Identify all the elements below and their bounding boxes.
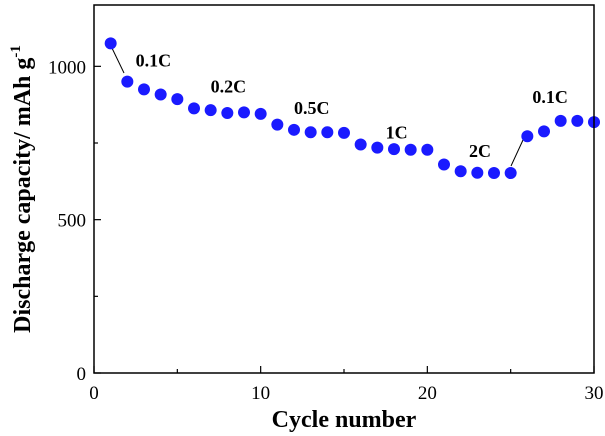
data-point [321,126,334,139]
rate-label: 0.1C [136,50,172,70]
data-point [554,114,567,127]
leader-line-0.1c [110,45,125,74]
x-tick-label-30: 30 [585,383,604,404]
data-point [304,126,317,139]
data-point [438,158,450,171]
data-point [204,104,217,117]
data-point [138,83,150,96]
rate-label: 0.1C [532,87,568,107]
y-axis-title-main: Discharge capacity/ mAh g [10,58,36,333]
data-point [271,118,284,131]
data-point [171,93,184,106]
data-point [288,123,300,136]
x-tick-label-20: 20 [418,383,437,404]
data-point [354,138,367,151]
data-point [104,37,117,50]
x-tick-label-0: 0 [89,383,99,404]
y-tick-label-1000: 1000 [48,57,86,78]
data-point [571,114,584,127]
data-point [121,75,134,88]
y-axis-title-superscript: -1 [8,45,24,58]
data-point [454,165,467,178]
x-tick-label-10: 10 [251,383,270,404]
data-point [488,167,500,180]
annotations: 0.1C 0.2C 0.5C 1C 2C 0.1C [136,50,568,160]
data-point [188,102,200,115]
rate-label: 0.2C [211,76,247,96]
data-point [371,141,384,154]
data-point [238,106,250,119]
data-point [404,143,417,156]
data-point [504,167,517,180]
data-point [154,88,167,101]
y-tick-label-500: 500 [58,211,87,232]
data-point [471,166,484,179]
data-point [338,126,350,139]
rate-label: 1C [386,122,408,142]
x-axis-title: Cycle number [272,407,417,433]
rate-label: 0.5C [294,98,330,118]
data-point [388,143,400,156]
axis-ticks: 0 10 20 30 0 500 1000 [48,57,604,404]
y-axis-title: Discharge capacity/ mAh g-1 [8,45,36,333]
data-point [221,106,234,119]
leader-line-2c [510,139,524,167]
data-series [104,37,600,180]
rate-label: 2C [469,141,491,161]
data-point [521,130,534,143]
data-point [254,107,267,120]
y-tick-label-0: 0 [77,364,87,385]
data-point [421,143,434,156]
data-point [538,125,550,138]
